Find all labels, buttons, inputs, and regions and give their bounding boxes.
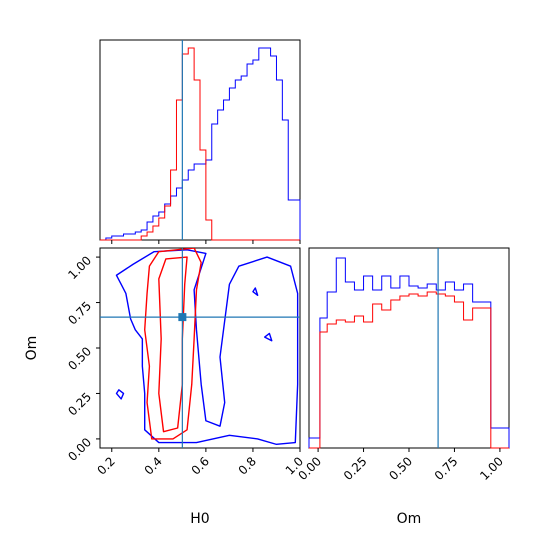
contour-blue-2	[252, 287, 259, 296]
contour-blue-1	[115, 389, 125, 400]
contour-xtick-label: 0.6	[189, 454, 212, 477]
xlabel-om: Om	[397, 511, 422, 527]
contour-xtick-label: 0.4	[142, 454, 165, 477]
contour-ytick-label: 0.00	[65, 435, 94, 464]
om-hist-layer	[308, 248, 510, 449]
contour-ytick-label: 0.50	[65, 344, 94, 373]
panel-om-hist	[308, 247, 510, 449]
om-hist-xtick-label: 0.75	[432, 454, 461, 483]
om-hist-blue	[308, 257, 510, 448]
h0-hist-blue	[100, 47, 301, 241]
h0-hist-red	[100, 47, 300, 241]
panel-h0-hist	[99, 39, 301, 241]
contour-ytick-label: 0.75	[65, 299, 94, 328]
om-hist-red	[309, 291, 509, 449]
panel-contour-frame	[99, 247, 301, 449]
contour-lines	[115, 248, 299, 446]
contour-ytick-label: 0.25	[65, 390, 94, 419]
om-hist-xtick-label: 1.00	[477, 454, 506, 483]
contour-ytick-label: 1.00	[65, 253, 94, 282]
ylabel-om: Om	[24, 336, 40, 361]
contour-layer	[100, 248, 300, 448]
contour-red-0	[144, 248, 202, 440]
tick-layer: 0.2 0.4 0.6 0.8 1.00.000.000.250.250.500.500…	[65, 240, 506, 483]
contour-xtick-label: 0.2	[94, 454, 117, 477]
panel-contour	[99, 247, 301, 449]
h0-hist-layer	[100, 40, 301, 241]
xlabel-h0: H0	[190, 511, 209, 527]
panel-h0-hist-frame	[99, 39, 301, 241]
contour-truth-marker	[178, 313, 187, 322]
contour-blue-3	[264, 332, 273, 342]
om-hist-xtick-label: 0.50	[386, 454, 415, 483]
contour-xtick-label: 0.8	[236, 454, 259, 477]
contour-blue-0	[115, 249, 299, 446]
om-hist-xtick-label: 0.25	[341, 454, 370, 483]
